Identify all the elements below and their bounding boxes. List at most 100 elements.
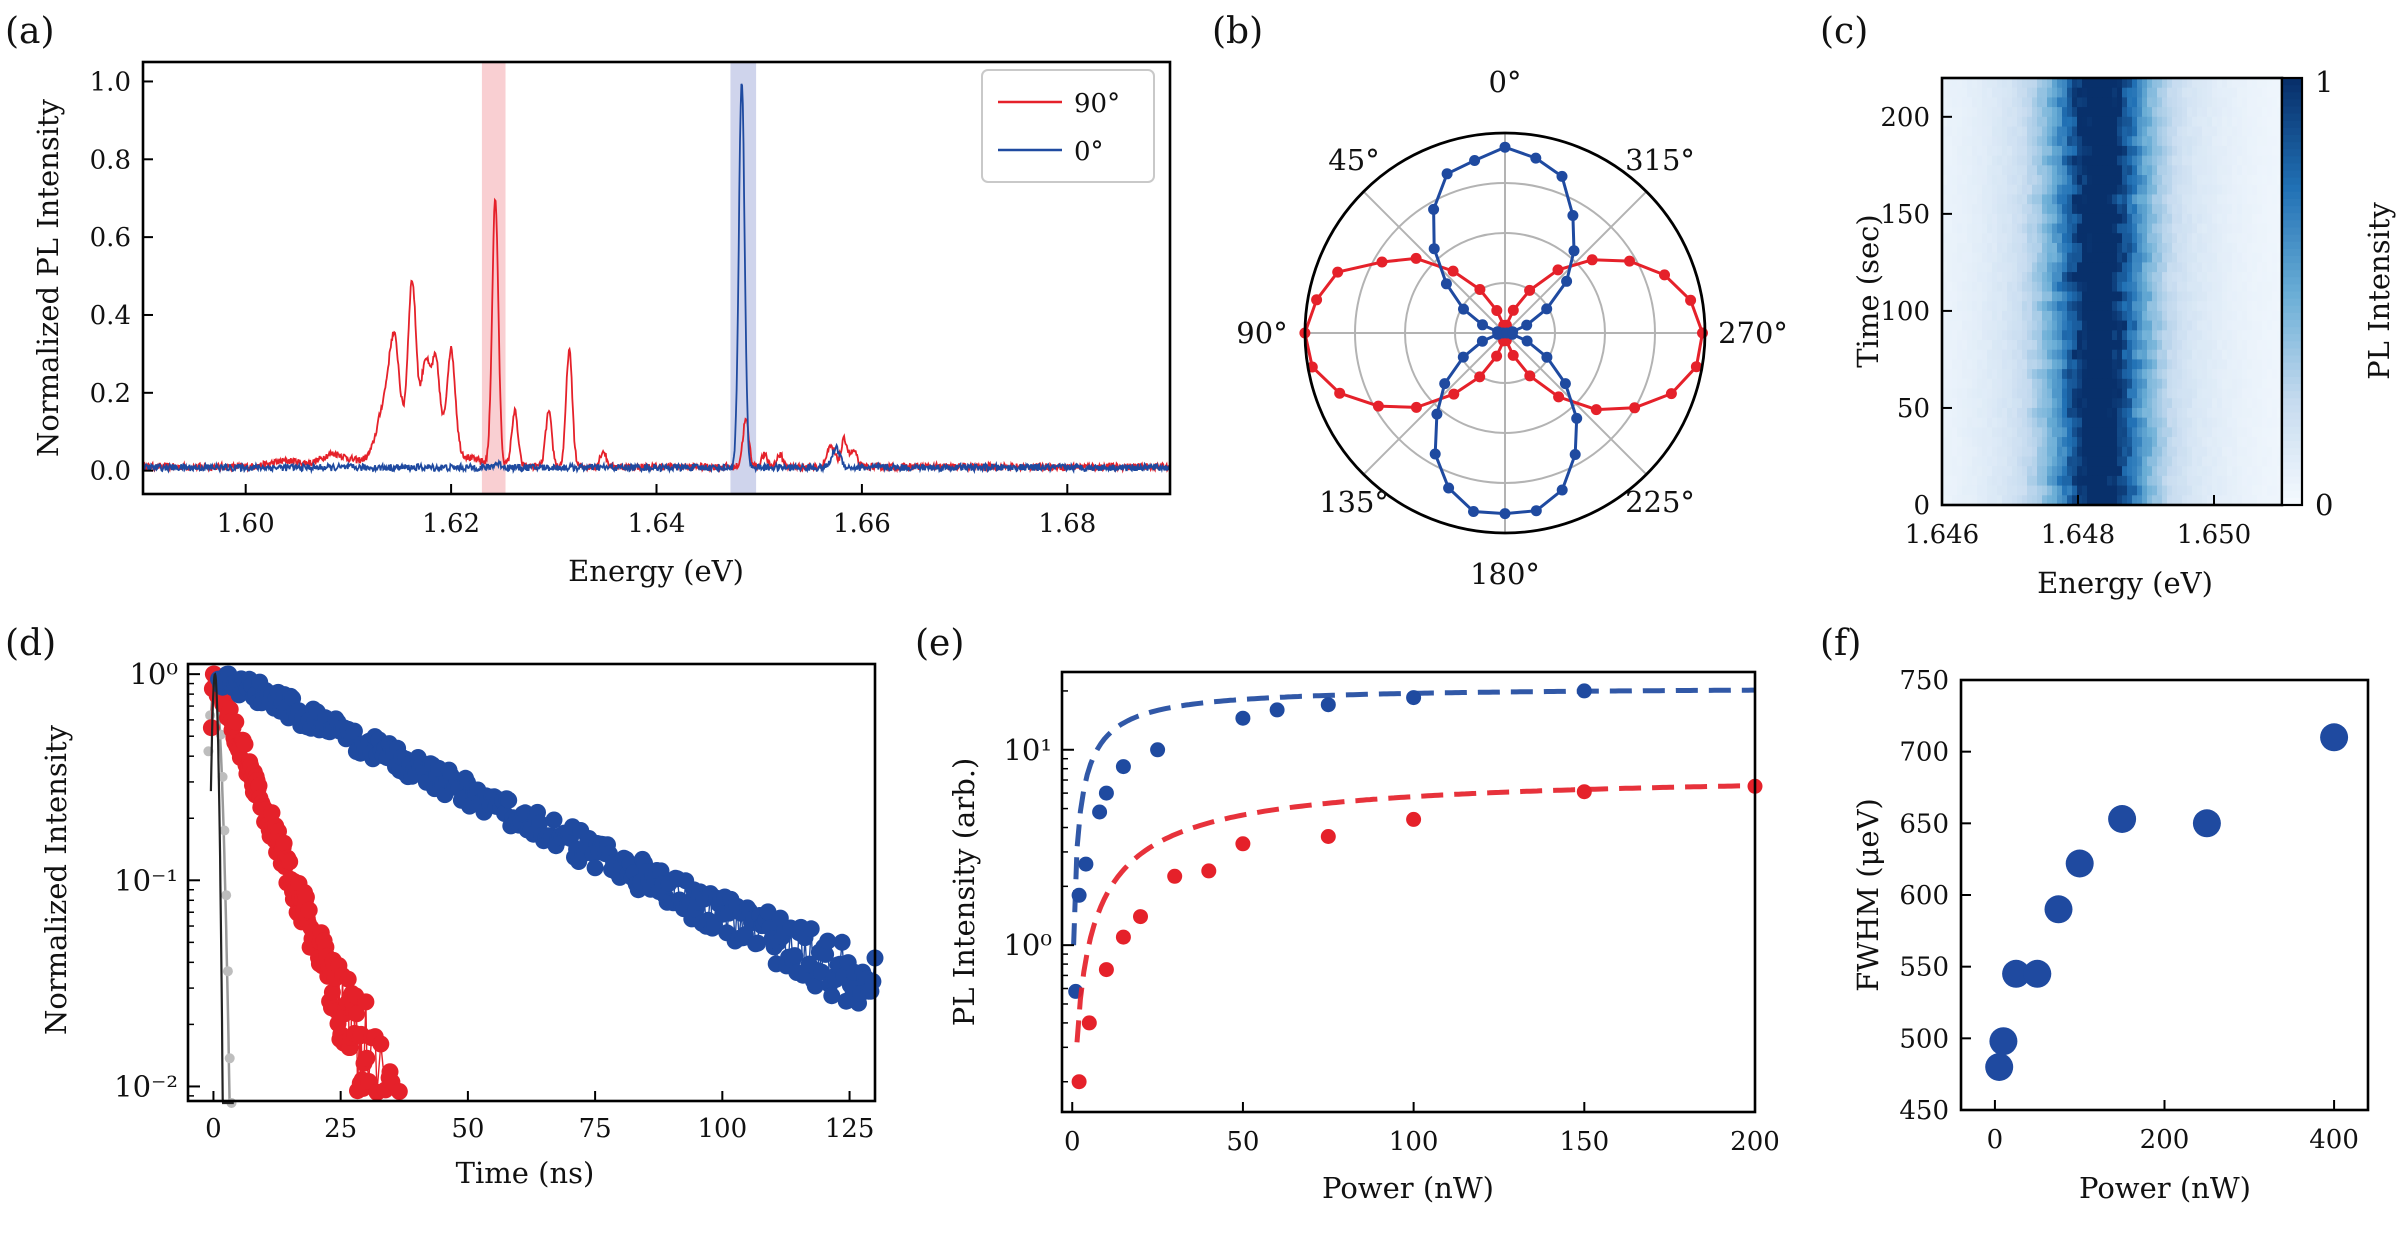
heatmap-cell xyxy=(2182,242,2188,254)
heatmap-cell xyxy=(2217,340,2223,351)
heatmap-cell xyxy=(1972,233,1978,244)
heatmap-cell xyxy=(2147,233,2153,244)
heatmap-cell xyxy=(2172,417,2178,428)
heatmap-cell xyxy=(2087,417,2093,428)
panel-c-colorbar-label: PL Intensity xyxy=(2362,201,2396,379)
heatmap-cell xyxy=(2092,340,2098,351)
heatmap-cell xyxy=(2012,194,2018,205)
heatmap-cell xyxy=(1987,475,1993,487)
decay-point-blue xyxy=(652,862,670,880)
heatmap-cell xyxy=(2142,485,2148,496)
colorbar-segment xyxy=(2282,376,2302,385)
heatmap-cell xyxy=(2217,165,2223,176)
heatmap-cell xyxy=(2047,495,2053,506)
heatmap-cell xyxy=(2197,213,2203,225)
heatmap-cell xyxy=(2127,369,2133,380)
heatmap-cell xyxy=(2182,349,2188,361)
heatmap-cell xyxy=(2182,155,2188,166)
heatmap-cell xyxy=(2102,340,2108,351)
colorbar-segment xyxy=(2282,99,2302,108)
heatmap-cell xyxy=(2107,388,2113,399)
heatmap-cell xyxy=(2252,213,2258,225)
heatmap-cell xyxy=(2077,446,2083,458)
heatmap-cell xyxy=(1947,126,1953,137)
data-point-blue xyxy=(1406,690,1422,706)
heatmap-cell xyxy=(2062,495,2068,506)
heatmap-cell xyxy=(2167,272,2173,283)
heatmap-cell xyxy=(2002,398,2008,409)
heatmap-cell xyxy=(2007,407,2013,419)
heatmap-cell xyxy=(2137,340,2143,351)
heatmap-cell xyxy=(2062,126,2068,137)
heatmap-cell xyxy=(2102,97,2108,108)
heatmap-cell xyxy=(2082,378,2088,390)
heatmap-cell xyxy=(2222,126,2228,137)
heatmap-cell xyxy=(2107,223,2113,234)
heatmap-cell xyxy=(2147,78,2153,89)
heatmap-cell xyxy=(2192,446,2198,458)
heatmap-cell xyxy=(2077,242,2083,254)
heatmap-cell xyxy=(2247,136,2253,147)
heatmap-cell xyxy=(2067,242,2073,254)
heatmap-cell xyxy=(2202,126,2208,137)
heatmap-cell xyxy=(2067,252,2073,263)
heatmap-cell xyxy=(2202,87,2208,98)
heatmap-cell xyxy=(2267,165,2273,176)
heatmap-cell xyxy=(2077,495,2083,506)
heatmap-cell xyxy=(2227,87,2233,98)
heatmap-cell xyxy=(2167,407,2173,419)
heatmap-cell xyxy=(2252,155,2258,166)
heatmap-cell xyxy=(1987,126,1993,137)
heatmap-cell xyxy=(2022,155,2028,166)
colorbar-segment xyxy=(2282,462,2302,471)
heatmap-cell xyxy=(2237,262,2243,273)
heatmap-cell xyxy=(2272,97,2278,108)
heatmap-cell xyxy=(2007,340,2013,351)
heatmap-cell xyxy=(2157,456,2163,467)
heatmap-cell xyxy=(2207,495,2213,506)
heatmap-cell xyxy=(2142,407,2148,419)
heatmap-cell xyxy=(1967,252,1973,263)
heatmap-cell xyxy=(1957,272,1963,283)
heatmap-cell xyxy=(2122,388,2128,399)
heatmap-cell xyxy=(2232,407,2238,419)
heatmap-cell xyxy=(1982,301,1988,312)
heatmap-cell xyxy=(2272,446,2278,458)
heatmap-cell xyxy=(2087,359,2093,370)
heatmap-cell xyxy=(2012,427,2018,438)
heatmap-cell xyxy=(2162,456,2168,467)
colorbar-segment xyxy=(2282,177,2302,186)
data-point-red xyxy=(1320,829,1336,844)
heatmap-cell xyxy=(1962,456,1968,467)
colorbar-segment xyxy=(2282,220,2302,229)
heatmap-cell xyxy=(1992,320,1998,331)
heatmap-cell xyxy=(2212,378,2218,390)
heatmap-cell xyxy=(2037,427,2043,438)
heatmap-cell xyxy=(1952,87,1958,98)
heatmap-cell xyxy=(2037,378,2043,390)
heatmap-cell xyxy=(2097,204,2103,215)
heatmap-cell xyxy=(2212,165,2218,176)
heatmap-cell xyxy=(2052,330,2058,341)
heatmap-cell xyxy=(2097,155,2103,166)
heatmap-cell xyxy=(2032,184,2038,196)
heatmap-cell xyxy=(2272,427,2278,438)
heatmap-cell xyxy=(2012,398,2018,409)
heatmap-cell xyxy=(2197,291,2203,302)
heatmap-cell xyxy=(1962,126,1968,137)
heatmap-cell xyxy=(2252,281,2258,293)
heatmap-cell xyxy=(2127,233,2133,244)
heatmap-cell xyxy=(1962,359,1968,370)
heatmap-cell xyxy=(2272,116,2278,128)
heatmap-cell xyxy=(1952,126,1958,137)
heatmap-cell xyxy=(2182,378,2188,390)
heatmap-cell xyxy=(1972,446,1978,458)
heatmap-cell xyxy=(1967,281,1973,293)
heatmap-cell xyxy=(2247,252,2253,263)
heatmap-cell xyxy=(2072,78,2078,89)
heatmap-cell xyxy=(1977,446,1983,458)
heatmap-cell xyxy=(2017,165,2023,176)
heatmap-cell xyxy=(2252,466,2258,477)
heatmap-cell xyxy=(1987,272,1993,283)
heatmap-cell xyxy=(2247,475,2253,487)
